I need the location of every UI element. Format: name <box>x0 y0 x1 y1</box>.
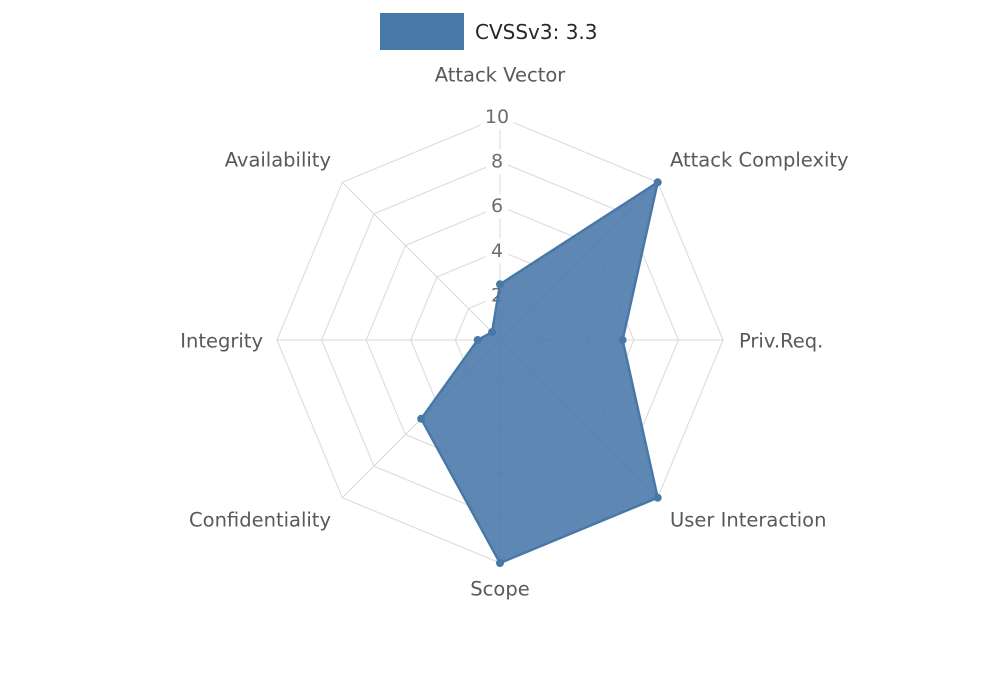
series-marker <box>653 493 662 502</box>
radial-tick-label: 10 <box>485 106 509 128</box>
series-marker <box>496 559 504 567</box>
legend-swatch <box>380 13 464 50</box>
series-marker <box>417 414 426 423</box>
series-marker <box>618 336 627 344</box>
radial-tick-label: 8 <box>491 151 503 173</box>
axis-label: Integrity <box>180 330 263 353</box>
series-polygon <box>419 181 659 565</box>
radial-tick-label: 4 <box>491 240 503 262</box>
legend: CVSSv3: 3.3 <box>380 13 598 50</box>
axis-label: Priv.Req. <box>739 330 823 353</box>
axis-label: Confidentiality <box>189 509 331 532</box>
grid-spoke <box>341 181 501 341</box>
series-marker <box>653 178 662 187</box>
radial-tick-box <box>486 149 508 175</box>
radial-tick-box <box>480 104 514 130</box>
axis-label: Attack Complexity <box>670 149 849 172</box>
axis-label: Scope <box>470 578 529 601</box>
axis-label: User Interaction <box>670 509 826 532</box>
series-marker <box>496 280 504 289</box>
radial-tick-box <box>486 193 508 219</box>
radial-tick-label: 6 <box>491 195 503 217</box>
series-marker <box>488 328 497 337</box>
legend-series-label: CVSSv3: 3.3 <box>475 19 598 44</box>
series-marker <box>473 336 482 344</box>
axis-label: Attack Vector <box>435 64 567 87</box>
axis-label: Availability <box>225 149 331 172</box>
radial-tick-box <box>486 238 508 264</box>
